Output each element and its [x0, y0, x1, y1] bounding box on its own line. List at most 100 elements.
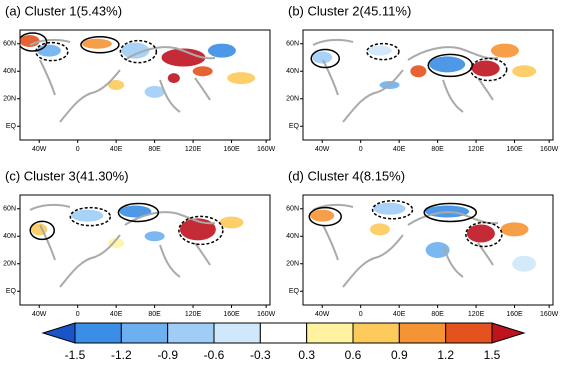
colorbar-label: -0.3 — [250, 348, 271, 362]
colorbar-box — [74, 322, 122, 344]
anomaly-area — [227, 72, 256, 85]
contour — [119, 39, 158, 64]
colorbar-label: 0.6 — [345, 348, 362, 362]
y-tick-label: 40N — [3, 233, 16, 240]
colorbar-box — [120, 322, 169, 344]
colorbar-label: -0.6 — [204, 348, 225, 362]
contour — [465, 221, 503, 248]
x-tick-label: 120E — [468, 146, 485, 153]
map-content — [310, 38, 537, 123]
coastline — [312, 38, 499, 123]
x-tick-label: 80E — [148, 311, 161, 318]
y-tick-label: 40N — [286, 68, 299, 75]
map-frame — [19, 194, 271, 306]
contour — [423, 202, 477, 223]
x-tick-label: 80E — [431, 311, 444, 318]
panel-title: (c) Cluster 3(41.30%) — [5, 168, 129, 183]
x-tick-label: 40W — [32, 311, 47, 318]
y-tick-label: EQ — [6, 123, 17, 130]
contour — [310, 48, 340, 69]
y-tick-label: EQ — [289, 123, 300, 130]
panel-title: (a) Cluster 1(5.43%) — [5, 3, 122, 18]
colorbar-box — [167, 322, 215, 344]
anomaly-area — [192, 66, 213, 77]
x-tick-label: 160E — [506, 311, 523, 318]
anomaly-area — [500, 222, 529, 237]
anomaly-area — [81, 38, 112, 49]
y-tick-label: 20N — [286, 261, 299, 268]
anomaly-area — [20, 35, 40, 47]
y-tick-label: 20N — [3, 96, 16, 103]
colorbar-label: -1.2 — [111, 348, 132, 362]
colorbar-extend-low — [41, 322, 76, 344]
map-content — [20, 32, 256, 123]
panel: (d) Cluster 4(8.15%) 40W 0 40E 80E 120E 160E 16… — [286, 168, 559, 317]
anomaly-area — [144, 85, 165, 98]
panel: (b) Cluster 2(45.11%) 40W 0 40E 80E 120E 160E 1… — [286, 3, 559, 152]
y-tick-label: EQ — [6, 288, 17, 295]
anomaly-area — [373, 202, 406, 215]
x-tick-label: 40W — [315, 311, 330, 318]
map-frame — [302, 29, 554, 141]
colorbar-box — [213, 322, 261, 344]
contour — [20, 32, 48, 52]
anomaly-area — [119, 205, 152, 218]
x-tick-label: 120E — [185, 311, 202, 318]
y-tick-label: EQ — [289, 288, 300, 295]
contour — [371, 200, 414, 220]
anomaly-area — [466, 224, 495, 243]
anomaly-area — [490, 43, 519, 58]
contour — [308, 206, 342, 227]
anomaly-area — [207, 43, 236, 58]
anomaly-area — [167, 73, 180, 84]
coastline — [29, 203, 216, 288]
panel: (a) Cluster 1(5.43%) 40W 0 40E 80E 120E 160E 16… — [3, 3, 276, 152]
x-tick-label: 40E — [393, 311, 406, 318]
y-tick-label: 40N — [3, 68, 16, 75]
coastline — [312, 203, 499, 288]
x-tick-label: 160W — [540, 146, 559, 153]
map-content — [308, 200, 537, 288]
x-tick-label: 0 — [359, 146, 363, 153]
contour — [29, 220, 55, 241]
x-tick-label: 0 — [76, 146, 80, 153]
y-tick-label: 60N — [286, 206, 299, 213]
anomaly-area — [71, 209, 104, 222]
map-frame — [302, 194, 554, 306]
panel: (c) Cluster 3(41.30%) 40W 0 40E 80E 120E 160E 1… — [3, 168, 276, 317]
colorbar-label: -0.9 — [157, 348, 178, 362]
contour — [366, 42, 400, 61]
anomaly-area — [512, 255, 537, 272]
anomaly-area — [312, 51, 333, 64]
anomaly-area — [219, 216, 244, 229]
anomaly-area — [144, 231, 165, 242]
map-frame — [19, 29, 271, 141]
anomaly-area — [471, 60, 500, 77]
x-tick-label: 160E — [223, 311, 240, 318]
colorbar-box — [398, 322, 447, 344]
x-tick-label: 0 — [76, 311, 80, 318]
anomaly-area — [108, 80, 125, 90]
y-tick-label: 60N — [286, 41, 299, 48]
colorbar-label: 1.5 — [484, 348, 501, 362]
y-tick-label: 60N — [3, 41, 16, 48]
x-tick-label: 160E — [223, 146, 240, 153]
y-tick-label: 40N — [286, 233, 299, 240]
y-tick-label: 20N — [3, 261, 16, 268]
anomaly-area — [121, 42, 150, 59]
map-content — [29, 202, 244, 288]
colorbar-box — [259, 322, 308, 344]
anomaly-area — [161, 48, 206, 67]
anomaly-area — [369, 223, 390, 236]
colorbar-extend-high — [491, 322, 526, 344]
colorbar-box — [352, 322, 400, 344]
colorbar-box — [306, 322, 354, 344]
colorbar-label: -1.5 — [65, 348, 86, 362]
contour — [35, 41, 69, 62]
colorbar: -1.5 -1.2 -0.9 -0.6 -0.3 0.3 0.6 0.9 1.2 1.5 — [41, 322, 526, 362]
x-tick-label: 80E — [148, 146, 161, 153]
x-tick-label: 160W — [540, 311, 559, 318]
coastline — [29, 38, 216, 123]
anomaly-area — [429, 56, 466, 73]
